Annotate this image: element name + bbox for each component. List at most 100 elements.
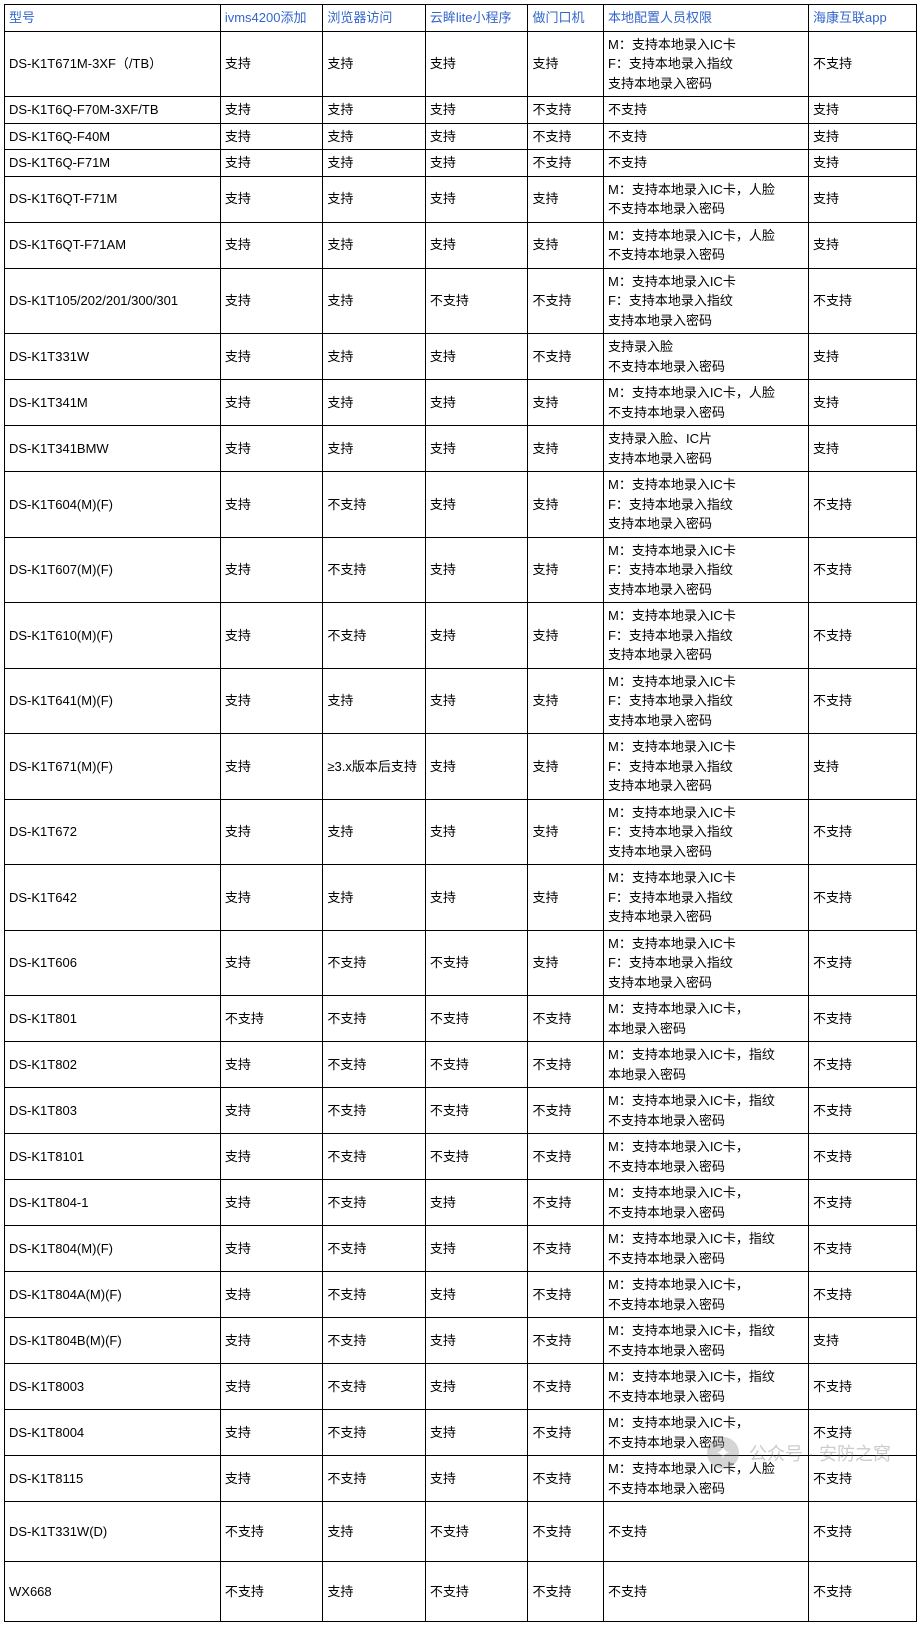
cell-ivms: 不支持 bbox=[220, 1562, 323, 1622]
table-row: DS-K1T331W支持支持支持不支持支持录入脸 不支持本地录入密码支持 bbox=[5, 334, 917, 380]
cell-ivms: 支持 bbox=[220, 31, 323, 97]
col-header-perm: 本地配置人员权限 bbox=[603, 5, 808, 32]
cell-perm: 不支持 bbox=[603, 1502, 808, 1562]
cell-perm: M：支持本地录入IC卡， 不支持本地录入密码 bbox=[603, 1410, 808, 1456]
cell-ivms: 支持 bbox=[220, 334, 323, 380]
cell-app: 不支持 bbox=[809, 1226, 917, 1272]
cell-door: 不支持 bbox=[528, 1272, 604, 1318]
cell-model: DS-K1T6QT-F71AM bbox=[5, 222, 221, 268]
cell-app: 不支持 bbox=[809, 1502, 917, 1562]
cell-app: 不支持 bbox=[809, 996, 917, 1042]
cell-model: DS-K1T341M bbox=[5, 380, 221, 426]
cell-door: 不支持 bbox=[528, 97, 604, 124]
cell-browser: 不支持 bbox=[323, 1226, 426, 1272]
table-row: DS-K1T802支持不支持不支持不支持M：支持本地录入IC卡，指纹 本地录入密… bbox=[5, 1042, 917, 1088]
col-header-lite: 云眸lite小程序 bbox=[425, 5, 528, 32]
cell-model: DS-K1T804(M)(F) bbox=[5, 1226, 221, 1272]
cell-perm: 不支持 bbox=[603, 123, 808, 150]
cell-ivms: 支持 bbox=[220, 1272, 323, 1318]
cell-ivms: 支持 bbox=[220, 426, 323, 472]
table-row: DS-K1T8003支持不支持支持不支持M：支持本地录入IC卡，指纹 不支持本地… bbox=[5, 1364, 917, 1410]
cell-browser: 支持 bbox=[323, 1502, 426, 1562]
cell-browser: 不支持 bbox=[323, 1272, 426, 1318]
cell-perm: M：支持本地录入IC卡 F：支持本地录入指纹 支持本地录入密码 bbox=[603, 930, 808, 996]
col-header-door: 做门口机 bbox=[528, 5, 604, 32]
cell-door: 支持 bbox=[528, 603, 604, 669]
cell-ivms: 支持 bbox=[220, 603, 323, 669]
cell-browser: 支持 bbox=[323, 222, 426, 268]
cell-ivms: 支持 bbox=[220, 1364, 323, 1410]
cell-browser: 不支持 bbox=[323, 537, 426, 603]
cell-ivms: 支持 bbox=[220, 930, 323, 996]
cell-app: 不支持 bbox=[809, 1272, 917, 1318]
cell-lite: 支持 bbox=[425, 150, 528, 177]
cell-perm: M：支持本地录入IC卡 F：支持本地录入指纹 支持本地录入密码 bbox=[603, 268, 808, 334]
cell-lite: 支持 bbox=[425, 799, 528, 865]
table-row: DS-K1T606支持不支持不支持支持M：支持本地录入IC卡 F：支持本地录入指… bbox=[5, 930, 917, 996]
cell-door: 不支持 bbox=[528, 1364, 604, 1410]
table-row: DS-K1T803支持不支持不支持不支持M：支持本地录入IC卡，指纹 不支持本地… bbox=[5, 1088, 917, 1134]
cell-lite: 支持 bbox=[425, 97, 528, 124]
cell-lite: 支持 bbox=[425, 1180, 528, 1226]
cell-ivms: 支持 bbox=[220, 1134, 323, 1180]
cell-browser: 不支持 bbox=[323, 603, 426, 669]
cell-perm: M：支持本地录入IC卡， 不支持本地录入密码 bbox=[603, 1134, 808, 1180]
cell-lite: 支持 bbox=[425, 1272, 528, 1318]
cell-perm: M：支持本地录入IC卡，人脸 不支持本地录入密码 bbox=[603, 176, 808, 222]
cell-lite: 支持 bbox=[425, 380, 528, 426]
table-row: DS-K1T610(M)(F)支持不支持支持支持M：支持本地录入IC卡 F：支持… bbox=[5, 603, 917, 669]
cell-perm: M：支持本地录入IC卡，指纹 不支持本地录入密码 bbox=[603, 1318, 808, 1364]
cell-browser: 不支持 bbox=[323, 472, 426, 538]
cell-model: DS-K1T6QT-F71M bbox=[5, 176, 221, 222]
cell-ivms: 支持 bbox=[220, 222, 323, 268]
cell-door: 支持 bbox=[528, 380, 604, 426]
cell-door: 不支持 bbox=[528, 123, 604, 150]
cell-app: 支持 bbox=[809, 123, 917, 150]
cell-lite: 支持 bbox=[425, 1456, 528, 1502]
table-row: DS-K1T341M支持支持支持支持M：支持本地录入IC卡，人脸 不支持本地录入… bbox=[5, 380, 917, 426]
cell-model: DS-K1T804B(M)(F) bbox=[5, 1318, 221, 1364]
table-row: DS-K1T105/202/201/300/301支持支持不支持不支持M：支持本… bbox=[5, 268, 917, 334]
table-row: DS-K1T671M-3XF（/TB）支持支持支持支持M：支持本地录入IC卡 F… bbox=[5, 31, 917, 97]
cell-door: 不支持 bbox=[528, 1410, 604, 1456]
cell-lite: 支持 bbox=[425, 426, 528, 472]
table-row: DS-K1T6QT-F71AM支持支持支持支持M：支持本地录入IC卡，人脸 不支… bbox=[5, 222, 917, 268]
table-row: DS-K1T804-1支持不支持支持不支持M：支持本地录入IC卡， 不支持本地录… bbox=[5, 1180, 917, 1226]
cell-model: DS-K1T105/202/201/300/301 bbox=[5, 268, 221, 334]
cell-lite: 不支持 bbox=[425, 268, 528, 334]
cell-door: 不支持 bbox=[528, 1502, 604, 1562]
cell-browser: 支持 bbox=[323, 268, 426, 334]
table-row: DS-K1T804A(M)(F)支持不支持支持不支持M：支持本地录入IC卡， 不… bbox=[5, 1272, 917, 1318]
cell-app: 不支持 bbox=[809, 1042, 917, 1088]
table-row: DS-K1T8115支持不支持支持不支持M：支持本地录入IC卡，人脸 不支持本地… bbox=[5, 1456, 917, 1502]
cell-model: DS-K1T341BMW bbox=[5, 426, 221, 472]
cell-app: 不支持 bbox=[809, 537, 917, 603]
cell-ivms: 支持 bbox=[220, 1318, 323, 1364]
cell-ivms: 支持 bbox=[220, 123, 323, 150]
cell-lite: 支持 bbox=[425, 668, 528, 734]
table-row: DS-K1T607(M)(F)支持不支持支持支持M：支持本地录入IC卡 F：支持… bbox=[5, 537, 917, 603]
cell-browser: 不支持 bbox=[323, 1410, 426, 1456]
cell-model: DS-K1T801 bbox=[5, 996, 221, 1042]
cell-model: DS-K1T607(M)(F) bbox=[5, 537, 221, 603]
cell-ivms: 支持 bbox=[220, 734, 323, 800]
cell-door: 不支持 bbox=[528, 1562, 604, 1622]
cell-lite: 支持 bbox=[425, 537, 528, 603]
table-row: DS-K1T801不支持不支持不支持不支持M：支持本地录入IC卡， 本地录入密码… bbox=[5, 996, 917, 1042]
cell-browser: 支持 bbox=[323, 97, 426, 124]
cell-ivms: 不支持 bbox=[220, 1502, 323, 1562]
cell-perm: M：支持本地录入IC卡， 不支持本地录入密码 bbox=[603, 1272, 808, 1318]
cell-perm: 不支持 bbox=[603, 1562, 808, 1622]
cell-lite: 支持 bbox=[425, 865, 528, 931]
cell-app: 不支持 bbox=[809, 1410, 917, 1456]
table-row: DS-K1T672支持支持支持支持M：支持本地录入IC卡 F：支持本地录入指纹 … bbox=[5, 799, 917, 865]
table-row: DS-K1T804B(M)(F)支持不支持支持不支持M：支持本地录入IC卡，指纹… bbox=[5, 1318, 917, 1364]
cell-perm: M：支持本地录入IC卡 F：支持本地录入指纹 支持本地录入密码 bbox=[603, 799, 808, 865]
cell-lite: 不支持 bbox=[425, 930, 528, 996]
cell-app: 支持 bbox=[809, 380, 917, 426]
cell-door: 不支持 bbox=[528, 1456, 604, 1502]
table-row: DS-K1T331W(D)不支持支持不支持不支持不支持不支持 bbox=[5, 1502, 917, 1562]
cell-app: 支持 bbox=[809, 222, 917, 268]
cell-door: 不支持 bbox=[528, 1088, 604, 1134]
cell-app: 不支持 bbox=[809, 865, 917, 931]
